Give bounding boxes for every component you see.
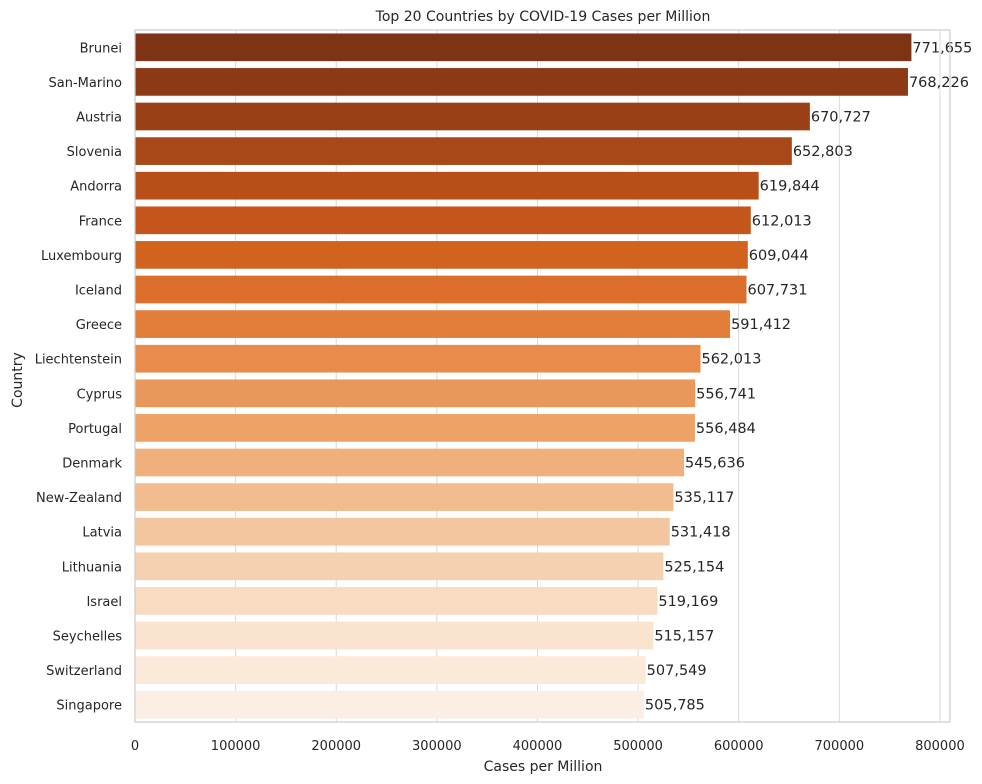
data-label: 670,727 [811, 110, 871, 126]
bar [135, 102, 810, 131]
y-axis-label: Country [10, 352, 26, 408]
data-label: 515,157 [654, 629, 714, 645]
bar [135, 552, 664, 581]
data-label: 535,117 [674, 490, 734, 506]
data-label: 556,741 [696, 386, 756, 402]
bar [135, 33, 912, 62]
y-tick-label: Denmark [62, 457, 122, 472]
data-label: 652,803 [793, 144, 853, 160]
data-label: 507,549 [647, 663, 707, 679]
y-tick-label: Latvia [82, 526, 122, 541]
bar [135, 171, 759, 200]
data-label: 545,636 [685, 456, 745, 472]
x-tick-label: 400000 [513, 739, 563, 754]
bar [135, 379, 696, 408]
bar [135, 656, 646, 684]
bar [135, 241, 748, 269]
x-tick-label: 200000 [311, 739, 361, 754]
y-tick-label: Iceland [75, 284, 122, 299]
data-label: 768,226 [909, 75, 969, 91]
y-tick-label: Austria [76, 111, 122, 126]
data-label: 619,844 [760, 179, 820, 195]
y-tick-label: Brunei [80, 41, 122, 56]
y-tick-label: Liechtenstein [35, 353, 122, 368]
x-tick-label: 100000 [211, 739, 261, 754]
x-tick-label: 500000 [613, 739, 663, 754]
data-labels: 771,655 768,226 670,727 652,803 619,844 612,0… [645, 40, 972, 713]
plot-frame [134, 29, 951, 723]
bar [135, 275, 747, 304]
y-tick-labels: Brunei San-Marino Austria Slovenia Andorra Fr… [35, 41, 123, 713]
bar [135, 414, 695, 442]
x-tick-label: 700000 [815, 739, 865, 754]
bar [135, 517, 670, 546]
bar [135, 483, 674, 511]
bar [135, 621, 654, 650]
y-tick-label: New-Zealand [36, 491, 122, 506]
bar [135, 206, 751, 235]
y-tick-label: Luxembourg [41, 249, 122, 264]
y-tick-label: Cyprus [77, 387, 123, 402]
bar [135, 587, 658, 615]
y-tick-label: Seychelles [53, 630, 123, 645]
x-tick-label: 0 [131, 739, 139, 754]
bar [135, 344, 701, 373]
x-tick-label: 600000 [714, 739, 764, 754]
data-label: 591,412 [731, 317, 791, 333]
data-label: 609,044 [749, 248, 809, 264]
data-label: 505,785 [645, 698, 705, 714]
data-label: 562,013 [701, 352, 761, 368]
y-tick-label: Israel [86, 595, 122, 610]
bar [135, 137, 792, 165]
y-tick-label: Slovenia [67, 145, 122, 160]
x-tick-label: 800000 [915, 739, 965, 754]
data-label: 525,154 [664, 559, 724, 575]
y-tick-label: San-Marino [49, 76, 123, 91]
x-tick-label: 300000 [412, 739, 462, 754]
y-tick-label: Portugal [68, 422, 122, 437]
data-label: 607,731 [747, 283, 807, 299]
data-label: 612,013 [752, 213, 812, 229]
bar [135, 690, 644, 719]
data-label: 556,484 [696, 421, 756, 437]
bar [135, 448, 685, 477]
data-label: 519,169 [658, 594, 718, 610]
x-tick-labels: 0 100000 200000 300000 400000 500000 600000 700… [131, 739, 965, 754]
bars [135, 33, 912, 719]
bar [135, 68, 908, 96]
y-tick-label: Singapore [56, 699, 122, 714]
gridlines [134, 30, 941, 722]
chart-title: Top 20 Countries by COVID-19 Cases per M… [375, 9, 711, 25]
y-tick-label: Lithuania [62, 560, 122, 575]
y-tick-label: Switzerland [46, 664, 122, 679]
y-tick-label: France [79, 214, 122, 229]
data-label: 771,655 [912, 40, 972, 56]
y-tick-label: Greece [76, 318, 122, 333]
y-tick-label: Andorra [70, 180, 122, 195]
x-axis-label: Cases per Million [484, 759, 603, 775]
bar [135, 310, 731, 338]
data-label: 531,418 [671, 525, 731, 541]
